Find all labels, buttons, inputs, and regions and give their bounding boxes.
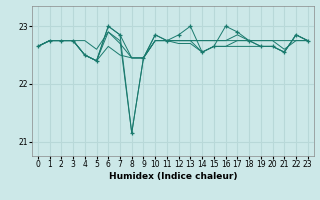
X-axis label: Humidex (Indice chaleur): Humidex (Indice chaleur) — [108, 172, 237, 181]
